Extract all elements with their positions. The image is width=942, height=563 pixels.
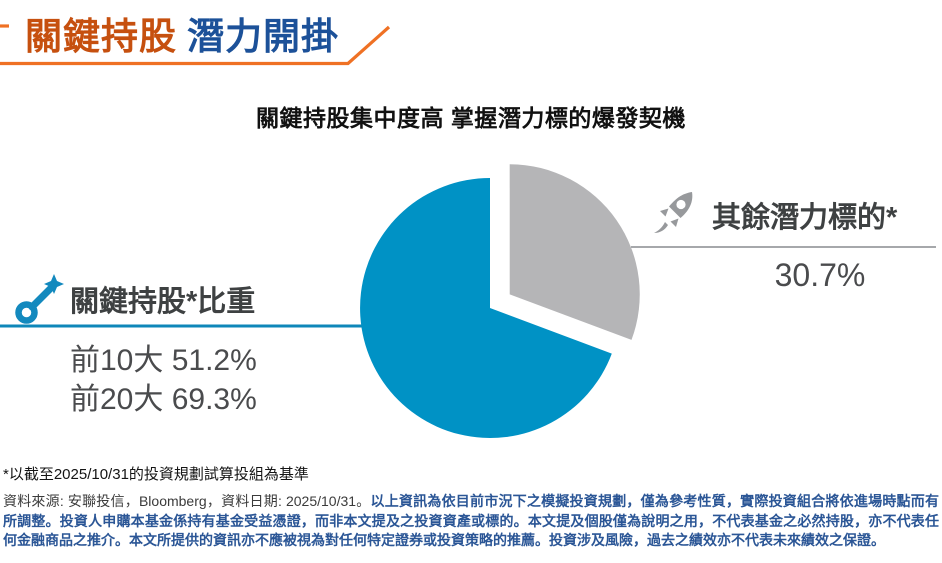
left-callout-stat-top10: 前10大 51.2%	[70, 344, 257, 377]
left-callout-stats: 前10大 51.2% 前20大 69.3%	[70, 341, 257, 419]
header-underline	[0, 24, 391, 66]
page-title-rest: 潛力開掛	[187, 16, 339, 57]
page-title-accent: 關鍵持股	[25, 16, 177, 57]
right-callout-value: 30.7%	[774, 257, 866, 293]
disclaimer: 資料來源: 安聯投信，Bloomberg，資料日期: 2025/10/31。以上…	[3, 492, 939, 551]
header-rule-line	[0, 25, 391, 66]
disclaimer-body: 以上資訊為依目前市況下之模擬投資規劃，僅為參考性質，實際投資組合將依進場時點而有…	[3, 493, 939, 548]
footnote: *以截至2025/10/31的投資規劃試算投組為基準	[3, 466, 309, 483]
pie-slices	[360, 164, 640, 438]
page-title: 關鍵持股 潛力開掛	[25, 6, 339, 60]
pie-slice-1	[509, 164, 640, 340]
disclaimer-source: 資料來源: 安聯投信，Bloomberg，資料日期: 2025/10/31。	[3, 493, 371, 509]
key-icon	[15, 274, 64, 324]
right-callout-label: 其餘潛力標的*	[712, 202, 898, 234]
left-callout-stat-top20: 前20大 69.3%	[70, 383, 257, 416]
rocket-icon	[654, 192, 693, 233]
pie-slice-2	[360, 178, 612, 438]
chart-title: 關鍵持股集中度高 掌握潛力標的爆發契機	[256, 105, 686, 131]
left-callout-label: 關鍵持股*比重	[70, 286, 256, 318]
